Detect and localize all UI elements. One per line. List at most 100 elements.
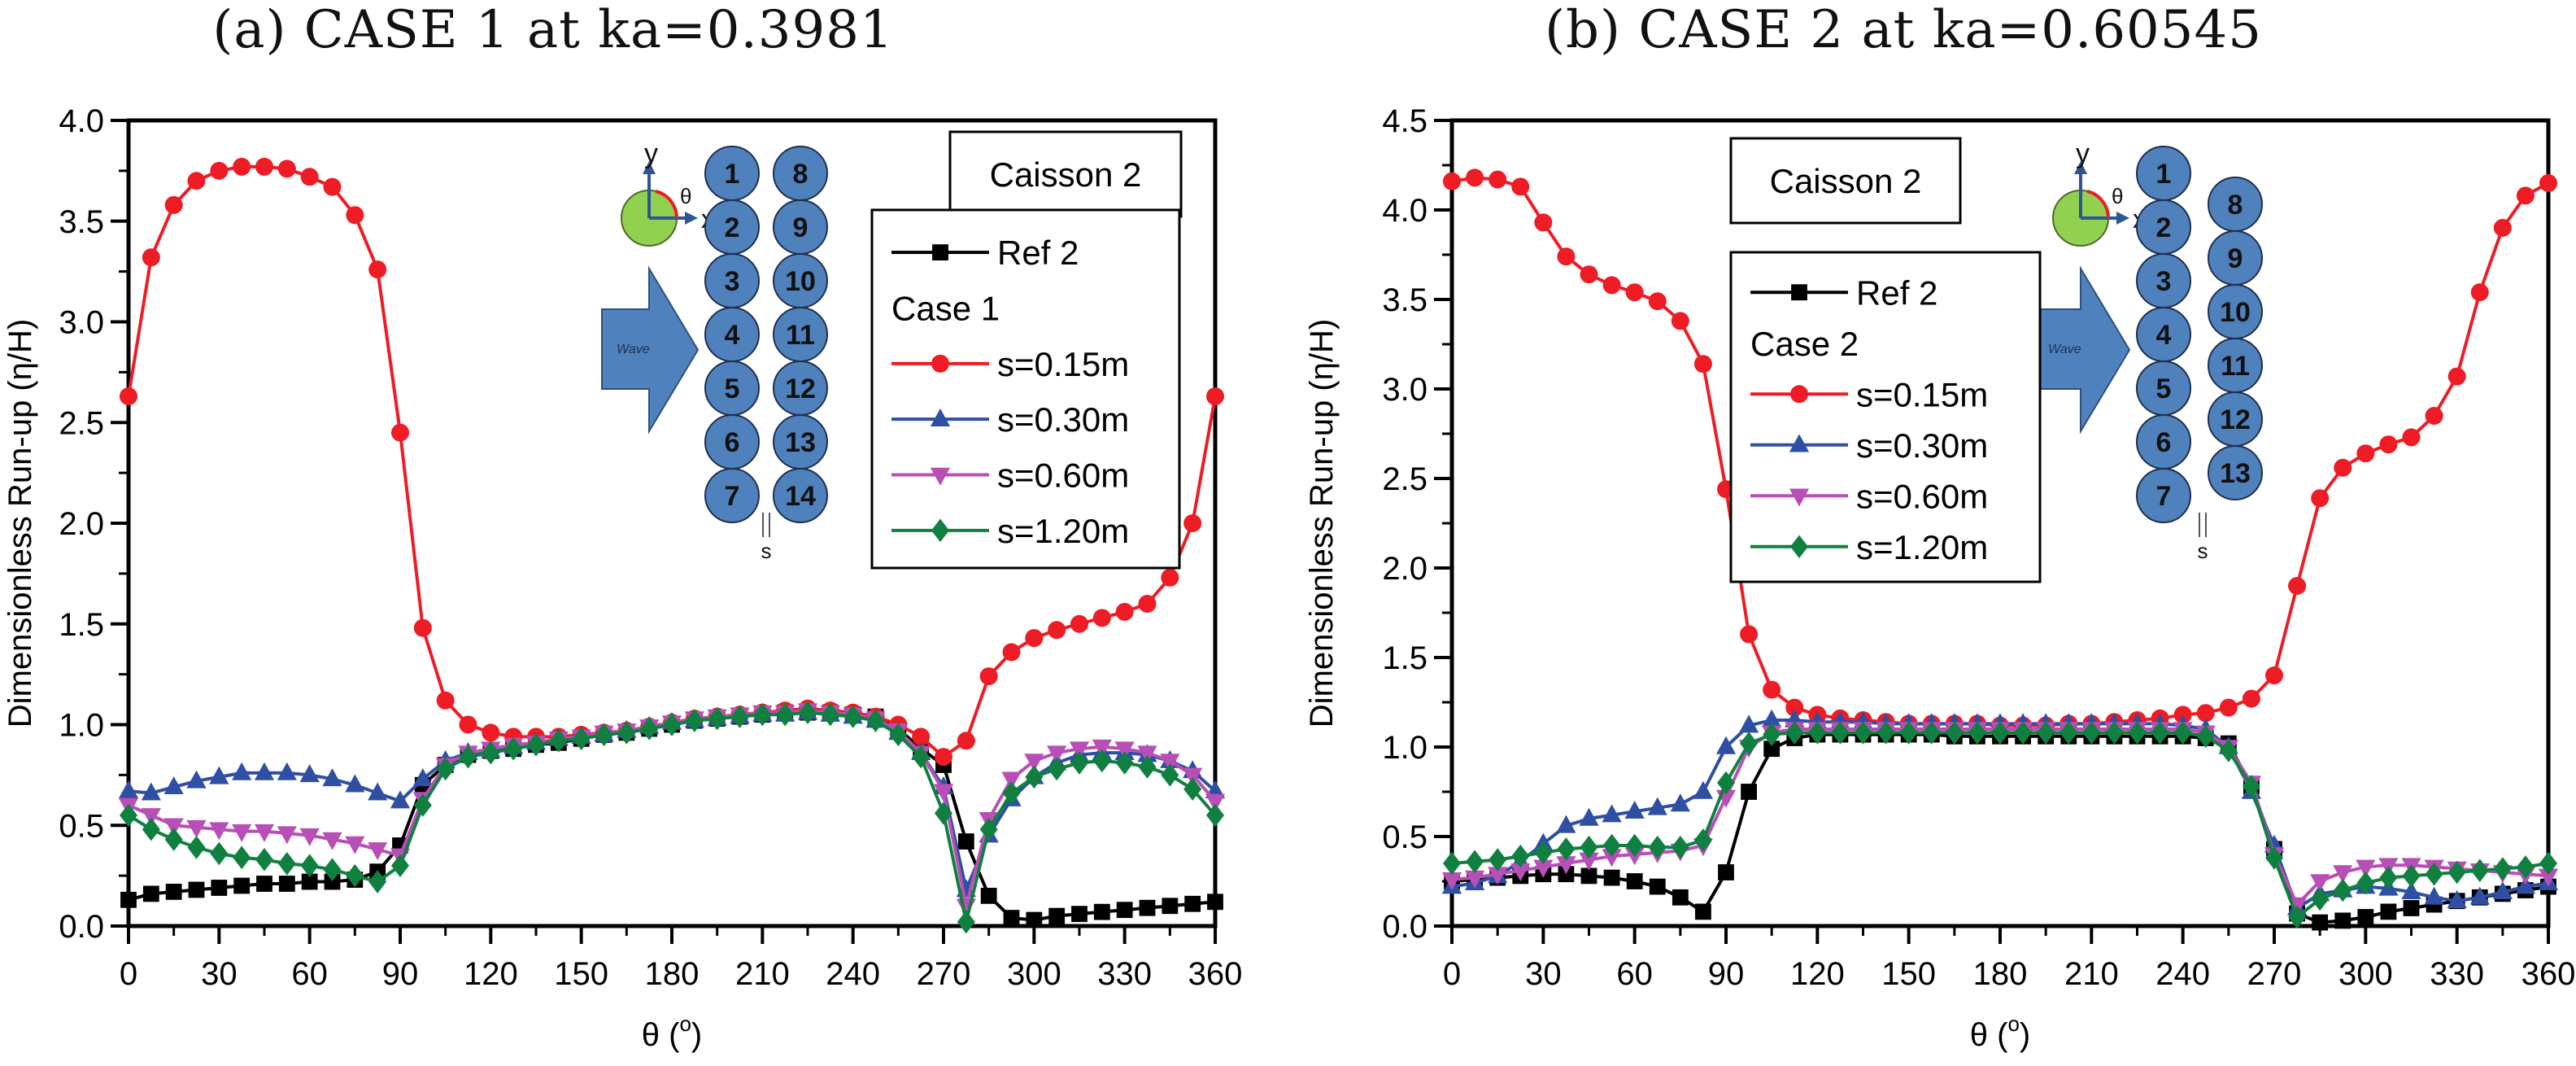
caisson-circle: [704, 468, 760, 523]
data-point: [1184, 895, 1201, 912]
data-point: [572, 727, 591, 751]
data-point: [1026, 911, 1043, 928]
legend-marker-icon: [930, 467, 951, 486]
data-point: [120, 803, 137, 828]
data-point: [2470, 858, 2489, 883]
x-tick-label: 240: [2155, 956, 2210, 992]
data-point: [2312, 914, 2329, 931]
data-point: [2425, 407, 2443, 425]
x-label-base: θ (: [1970, 1017, 2008, 1053]
data-point: [866, 709, 885, 732]
chart-a-coordinate-schematic: yxθ: [621, 138, 714, 247]
data-point: [2447, 890, 2467, 908]
data-point: [1624, 801, 1645, 819]
data-point: [2242, 689, 2260, 708]
data-point: [1001, 771, 1022, 790]
data-point: [1534, 841, 1553, 865]
legend-entry: s=0.30m: [1750, 426, 1988, 465]
data-point: [1183, 767, 1203, 786]
data-point: [412, 768, 433, 787]
data-point: [232, 824, 252, 842]
caisson-number: 10: [2220, 297, 2251, 328]
data-point: [1580, 835, 1598, 859]
legend-label: s=0.60m: [997, 457, 1129, 495]
y-tick-label: 1.5: [59, 607, 104, 643]
x-tick-label: 90: [382, 956, 419, 992]
caisson-number: 2: [2156, 212, 2172, 243]
data-point: [1968, 721, 1986, 745]
data-point: [1649, 878, 1666, 895]
data-point: [980, 887, 997, 904]
caisson-number: 11: [786, 320, 815, 351]
chart-b-caisson-box: [1729, 137, 1962, 225]
x-tick-label: 150: [1881, 956, 1936, 992]
panel-b-title: (b) CASE 2 at ka=0.60545: [1545, 0, 2262, 60]
data-point: [482, 741, 500, 765]
chart-b-series-ref-2: [1444, 726, 2556, 931]
data-point: [1693, 828, 1712, 852]
data-point: [1556, 815, 1576, 833]
x-tick-label: 360: [2522, 956, 2576, 992]
data-point: [2403, 900, 2420, 916]
x-tick-label: 210: [2064, 956, 2119, 992]
data-point: [2447, 367, 2466, 386]
data-point: [210, 841, 229, 866]
caisson-number: 8: [2228, 190, 2243, 221]
data-point: [685, 709, 704, 732]
y-tick-label: 2.0: [59, 506, 104, 542]
data-point: [2334, 458, 2352, 477]
x-arrowhead-icon: [2116, 212, 2129, 225]
x-tick-label: 270: [2247, 956, 2302, 992]
data-point: [2493, 219, 2512, 237]
caisson-number: 1: [725, 159, 740, 190]
caisson-number: 11: [2221, 351, 2250, 382]
data-point: [1025, 629, 1044, 648]
data-point: [232, 762, 252, 780]
chart-a-series-s-1-20m: [120, 701, 1224, 934]
data-point: [2492, 881, 2513, 899]
data-point: [2310, 874, 2330, 893]
data-point: [2196, 724, 2215, 749]
data-point: [323, 177, 342, 196]
y-axis-label: y: [644, 138, 658, 169]
y-tick-label: 4.0: [1382, 193, 1427, 229]
data-point: [391, 423, 409, 442]
caisson-circle: [2136, 468, 2191, 523]
data-point: [2219, 739, 2238, 762]
data-point: [459, 715, 477, 734]
data-point: [1138, 755, 1157, 779]
data-point: [799, 701, 817, 724]
data-point: [504, 736, 523, 761]
chart-a-caisson-box: [948, 130, 1183, 218]
y-arrowhead-icon: [2074, 161, 2087, 174]
data-point: [1160, 754, 1180, 772]
data-point: [730, 705, 749, 728]
data-point: [979, 667, 998, 686]
legend-entry: s=0.60m: [891, 457, 1129, 495]
theta-arc-icon: [655, 190, 678, 219]
legend-box: [1729, 251, 2042, 583]
data-point: [1183, 514, 1202, 532]
x-label-degree: o: [679, 1011, 691, 1036]
data-point: [1441, 872, 1462, 890]
data-point: [1558, 866, 1575, 883]
data-point: [209, 822, 229, 841]
data-point: [2265, 666, 2283, 684]
chart-a-legend: Ref 2 Case 1 s=0.15m s=0.30m s=0.60m s=1.20m: [870, 208, 1181, 570]
data-point: [2493, 857, 2512, 880]
data-point: [323, 858, 342, 881]
data-point: [708, 706, 726, 731]
data-point: [1602, 849, 1622, 867]
data-point: [821, 702, 839, 727]
data-point: [1762, 709, 1782, 727]
data-point: [2014, 721, 2033, 745]
data-point: [346, 206, 364, 225]
data-point: [2265, 846, 2283, 870]
caisson-number: 4: [2156, 320, 2172, 351]
data-point: [1533, 859, 1554, 878]
caisson-number: 12: [785, 374, 816, 404]
data-point: [1070, 751, 1088, 775]
data-point: [2539, 174, 2557, 192]
x-label-degree: o: [2007, 1011, 2019, 1036]
